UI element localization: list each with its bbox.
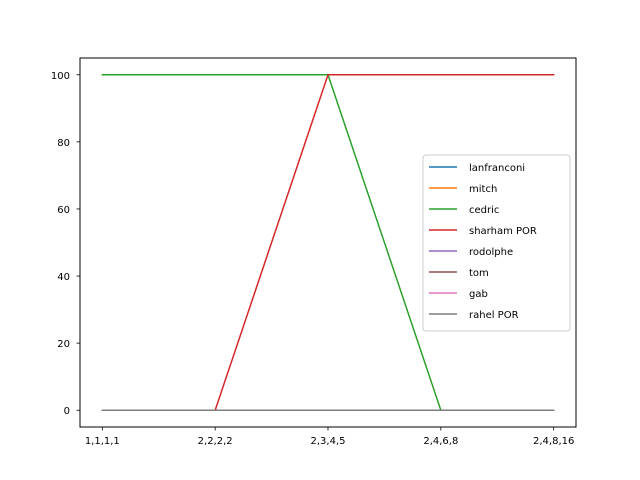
legend-frame (422, 154, 571, 332)
legend-label-0: lanfranconi (469, 163, 525, 174)
x-tick-label: 2,4,8,16 (533, 436, 574, 447)
legend-label-1: mitch (469, 184, 497, 195)
x-axis: 1,1,1,1 2,2,2,2 2,3,4,5 2,4,6,8 2,4,8,16 (85, 427, 574, 447)
legend: lanfranconi mitch cedric sharham POR rodolph… (422, 154, 571, 332)
legend-label-5: tom (469, 268, 489, 279)
y-tick-label: 60 (57, 205, 70, 216)
legend-label-2: cedric (469, 205, 499, 216)
y-tick-label: 80 (57, 138, 70, 149)
y-tick-label: 100 (51, 71, 70, 82)
x-tick-label: 2,4,6,8 (423, 436, 458, 447)
y-axis: 0 20 40 60 80 100 (51, 71, 80, 417)
y-tick-label: 40 (57, 272, 70, 283)
legend-label-3: sharham POR (469, 226, 537, 237)
x-tick-label: 2,3,4,5 (311, 436, 346, 447)
x-tick-label: 1,1,1,1 (85, 436, 120, 447)
x-tick-label: 2,2,2,2 (198, 436, 233, 447)
legend-label-4: rodolphe (469, 247, 513, 258)
y-tick-label: 0 (64, 406, 70, 417)
y-tick-label: 20 (57, 339, 70, 350)
legend-label-6: gab (469, 289, 488, 300)
legend-label-7: rahel POR (469, 310, 519, 321)
series-layer (101, 74, 555, 411)
